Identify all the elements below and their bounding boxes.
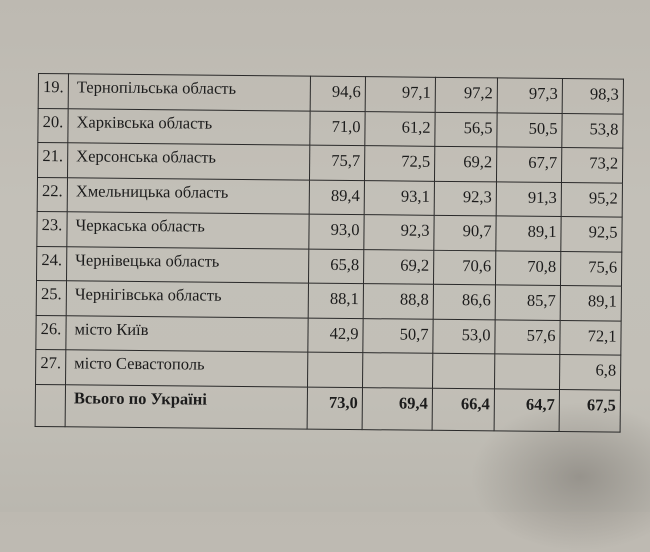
value-cell: 73,2	[561, 147, 623, 183]
value-cell: 93,0	[308, 214, 365, 250]
region-name: Чернівецька область	[66, 246, 309, 284]
value-cell: 53,0	[432, 318, 496, 354]
value-cell: 85,7	[495, 284, 561, 321]
value-cell: 69,2	[363, 249, 434, 285]
table-row: 23. Черкаська область 93,0 92,3 90,7 89,…	[36, 211, 623, 252]
value-cell: 42,9	[307, 317, 364, 353]
region-name: Черкаська область	[66, 211, 310, 249]
value-cell	[307, 352, 363, 388]
value-cell: 75,6	[560, 251, 622, 287]
row-number: 24.	[36, 245, 67, 281]
region-name: Чернігівська область	[66, 280, 309, 318]
table-row: 26. місто Київ 42,9 50,7 53,0 57,6 72,1	[35, 314, 622, 356]
row-number: 26.	[35, 314, 67, 350]
value-cell: 67,7	[496, 146, 562, 183]
value-cell: 89,1	[560, 285, 622, 321]
value-cell: 94,6	[310, 76, 366, 112]
value-cell: 69,2	[434, 146, 497, 182]
value-cell: 98,3	[562, 78, 624, 114]
value-cell: 88,1	[308, 283, 364, 319]
value-cell: 70,6	[433, 249, 496, 285]
region-name: місто Севастополь	[65, 349, 308, 387]
regional-data-table: 19. Тернопільська область 94,6 97,1 97,2…	[35, 73, 624, 432]
row-number: 22.	[37, 177, 68, 212]
total-label: Всього по Україні	[65, 384, 308, 429]
value-cell: 89,1	[495, 215, 562, 252]
row-number: 19.	[38, 73, 69, 109]
value-cell: 92,5	[560, 216, 623, 252]
value-cell: 6,8	[559, 354, 621, 390]
region-name: місто Київ	[65, 315, 309, 353]
value-cell: 93,1	[364, 180, 435, 216]
total-value-cell: 66,4	[432, 387, 495, 431]
row-number: 27.	[35, 349, 66, 385]
value-cell: 97,1	[365, 76, 436, 112]
value-cell: 50,5	[496, 112, 563, 148]
value-cell: 50,7	[362, 318, 434, 354]
total-value-cell: 67,5	[559, 389, 621, 432]
value-cell: 89,4	[309, 179, 365, 215]
row-number: 23.	[36, 211, 68, 247]
value-cell: 91,3	[496, 181, 562, 217]
value-cell: 90,7	[433, 215, 497, 251]
table-row: 22. Хмельницька область 89,4 93,1 92,3 9…	[37, 177, 623, 218]
total-row: Всього по Україні 73,0 69,4 66,4 64,7 67…	[35, 383, 621, 432]
value-cell: 97,3	[497, 77, 563, 114]
total-value-cell: 64,7	[494, 388, 560, 432]
row-number: 25.	[36, 280, 67, 316]
value-cell: 70,8	[495, 250, 561, 286]
region-name: Тернопільська область	[68, 73, 311, 111]
value-cell: 92,3	[434, 180, 497, 216]
table-row: 19. Тернопільська область 94,6 97,1 97,2…	[38, 73, 624, 114]
value-cell: 57,6	[494, 319, 561, 355]
region-name: Харківська область	[67, 108, 311, 146]
table-row: 21. Херсонська область 75,7 72,5 69,2 67…	[37, 142, 623, 183]
value-cell: 61,2	[364, 111, 436, 147]
value-cell: 56,5	[434, 111, 498, 147]
value-cell: 75,7	[309, 145, 365, 181]
value-cell: 86,6	[433, 284, 496, 320]
region-name: Херсонська область	[67, 142, 310, 180]
total-value-cell: 69,4	[362, 387, 433, 430]
value-cell: 71,0	[309, 110, 366, 146]
value-cell: 97,2	[435, 77, 498, 113]
total-value-cell: 73,0	[307, 386, 363, 430]
row-number	[35, 383, 66, 427]
row-number: 21.	[37, 142, 68, 178]
value-cell: 72,5	[364, 145, 435, 181]
table-row: 25. Чернігівська область 88,1 88,8 86,6 …	[36, 280, 622, 321]
value-cell: 92,3	[363, 214, 435, 250]
value-cell: 72,1	[559, 320, 622, 356]
value-cell: 65,8	[308, 248, 364, 284]
value-cell: 95,2	[561, 182, 623, 218]
value-cell	[432, 353, 495, 389]
value-cell: 88,8	[363, 283, 434, 319]
value-cell	[494, 353, 560, 390]
value-cell	[362, 352, 433, 388]
table-row: 20. Харківська область 71,0 61,2 56,5 50…	[37, 108, 624, 149]
region-name: Хмельницька область	[67, 177, 310, 215]
value-cell: 53,8	[561, 113, 624, 149]
document-sheet: 19. Тернопільська область 94,6 97,1 97,2…	[35, 73, 624, 432]
table-row: 27. місто Севастополь 6,8	[35, 349, 621, 390]
table-row: 24. Чернівецька область 65,8 69,2 70,6 7…	[36, 245, 622, 287]
row-number: 20.	[37, 108, 69, 143]
